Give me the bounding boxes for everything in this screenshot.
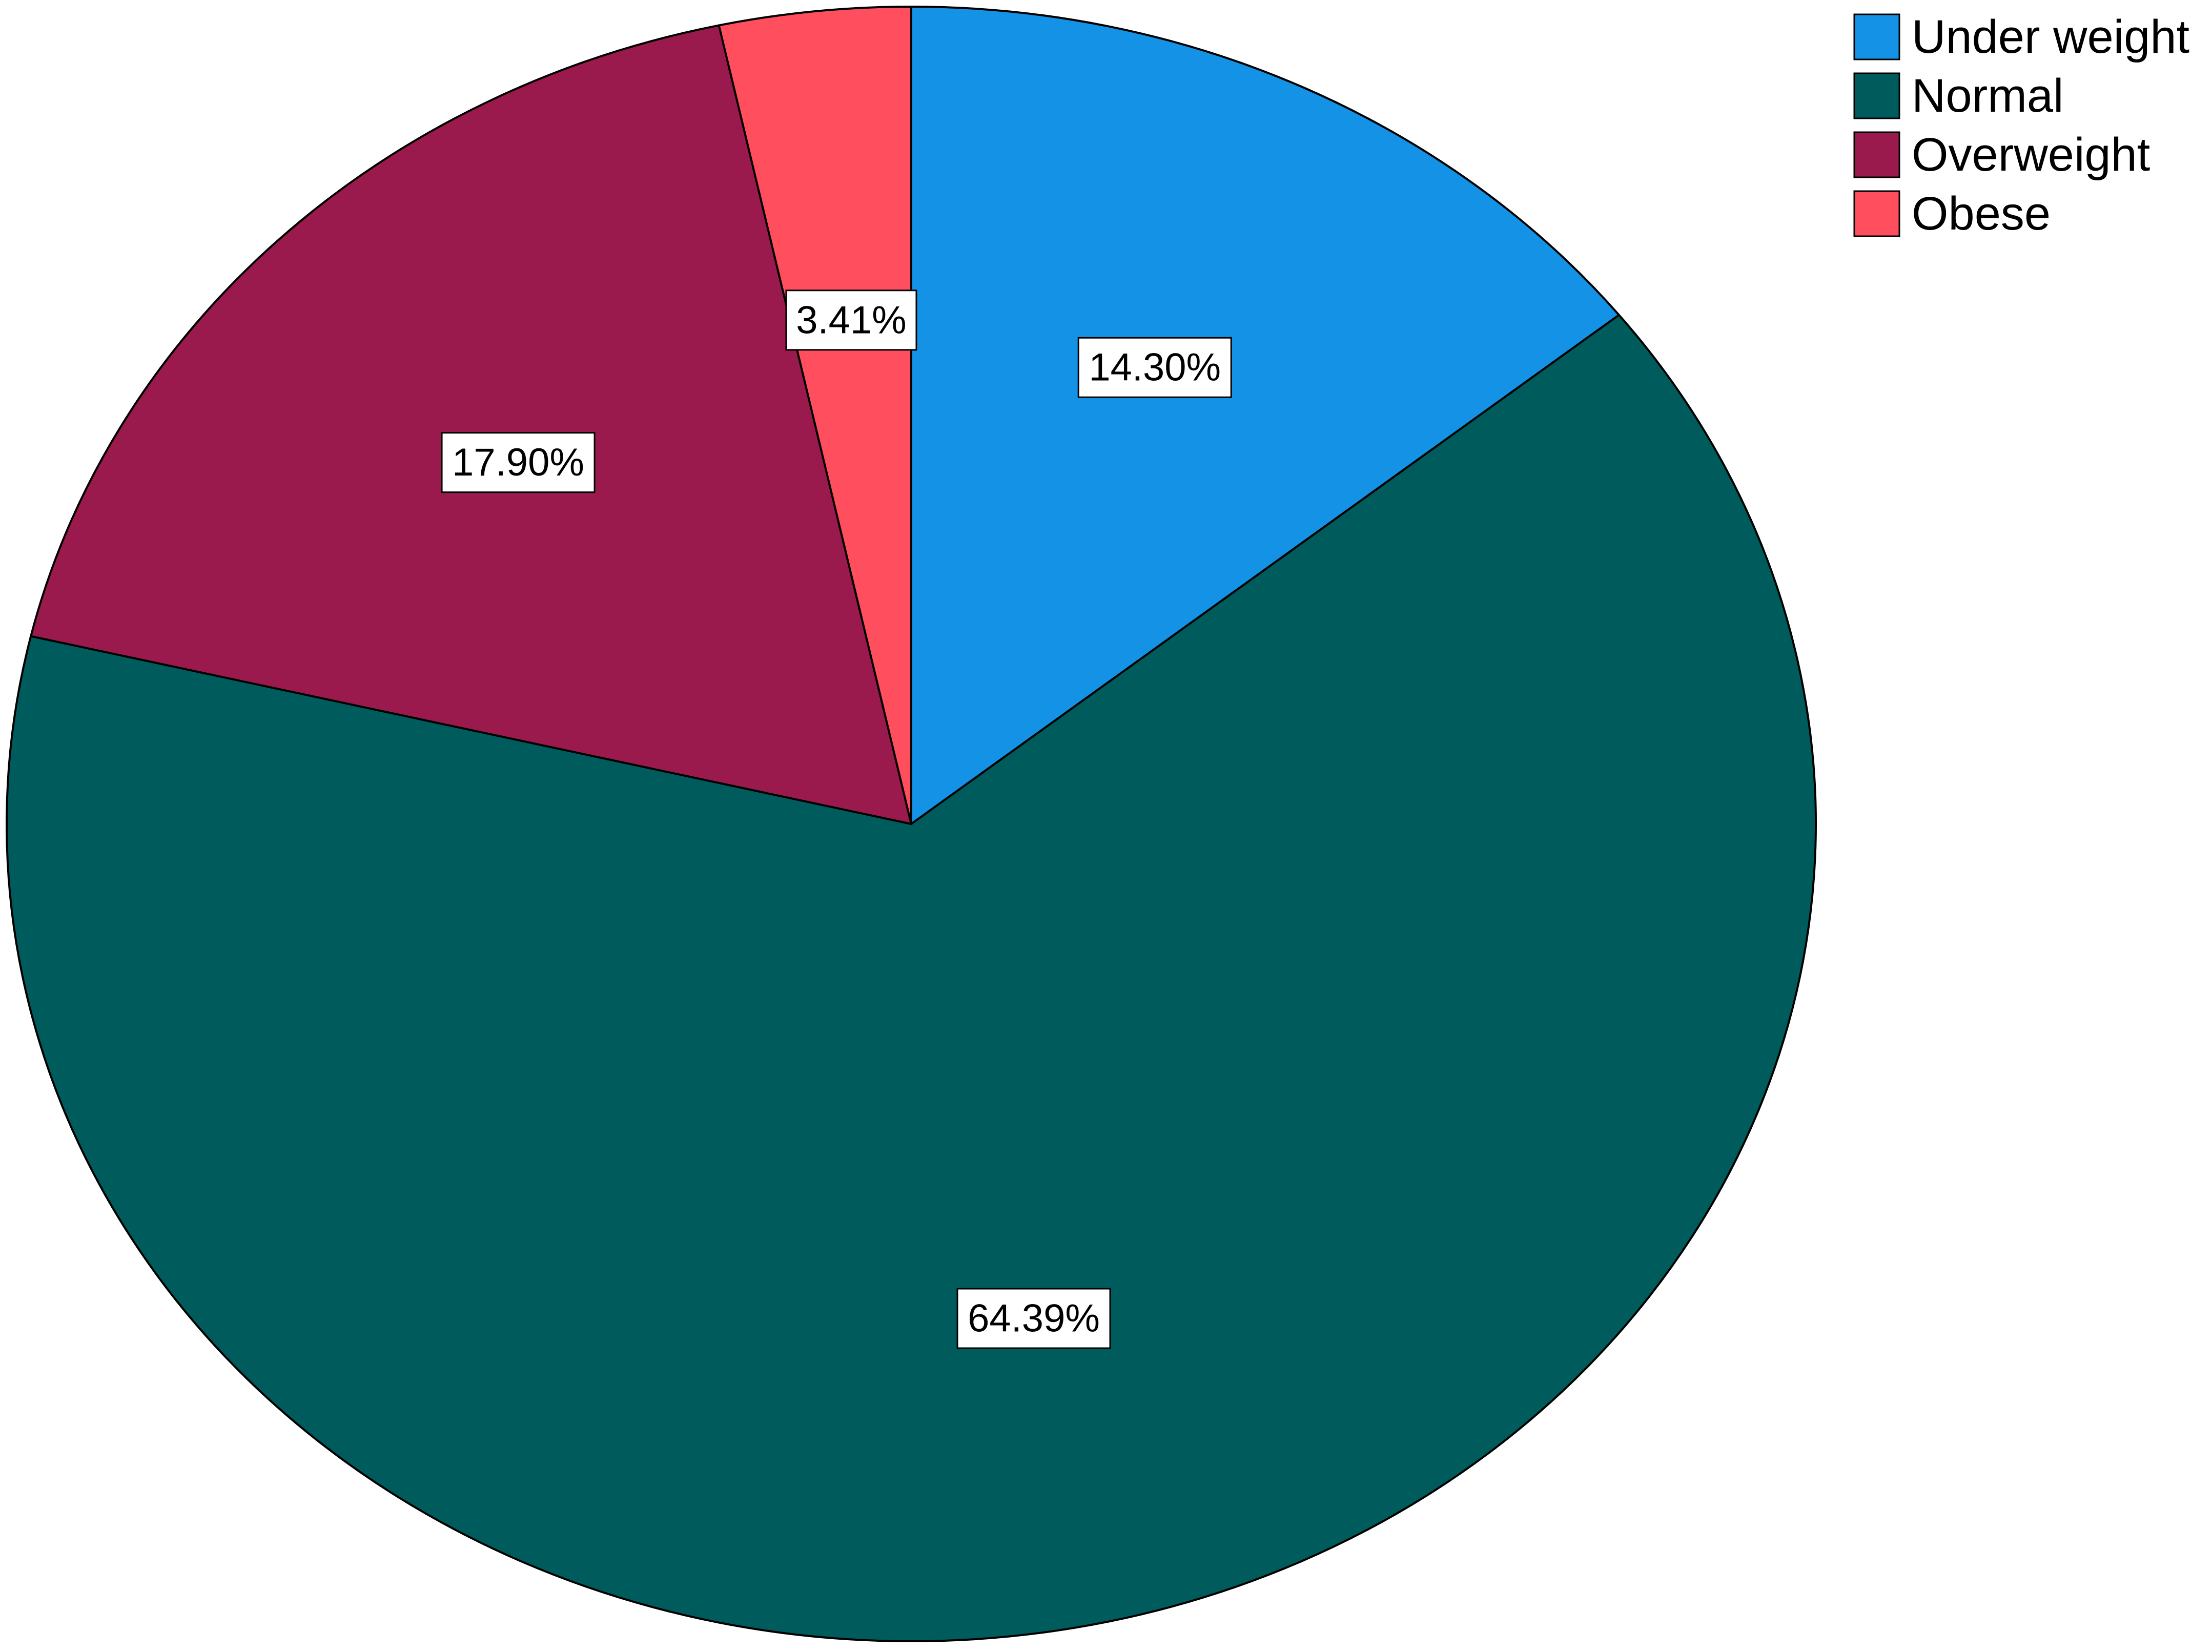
data-label-under-weight: 14.30% [1077, 337, 1232, 398]
data-label-box [441, 432, 596, 493]
legend-item-overweight: Overweight [1853, 129, 2150, 181]
data-label-box [956, 1288, 1111, 1349]
data-label-text: 3.41% [796, 298, 907, 342]
data-label-overweight: 17.90% [441, 432, 596, 493]
legend-item-obese: Obese [1853, 188, 2051, 240]
legend: Under weight Normal Overweight Obese [1853, 11, 2189, 240]
data-label-text: 14.30% [1089, 346, 1221, 389]
data-label-text: 17.90% [452, 441, 584, 484]
pie-slice-overweight [30, 24, 912, 825]
data-label-box [1077, 337, 1232, 398]
data-label-normal: 64.39% [956, 1288, 1111, 1349]
data-label-text: 64.39% [968, 1297, 1100, 1340]
data-label-box [785, 290, 917, 351]
data-label-obese: 3.41% [785, 290, 917, 351]
legend-label: Obese [1912, 188, 2051, 240]
legend-swatch [1853, 72, 1900, 119]
legend-item-normal: Normal [1853, 70, 2063, 122]
legend-item-under-weight: Under weight [1853, 11, 2189, 63]
pie-slice-under-weight [910, 6, 1620, 825]
pie-slices [6, 6, 1817, 1642]
legend-swatch [1853, 131, 1900, 178]
pie-slice-obese [718, 6, 912, 825]
pie-data-labels: 14.30% 64.39% 17.90% 3.41% [441, 290, 1232, 1349]
legend-label: Under weight [1912, 11, 2189, 63]
legend-swatch [1853, 190, 1900, 237]
legend-label: Normal [1912, 70, 2063, 122]
legend-label: Overweight [1912, 129, 2150, 181]
pie-slice-normal [6, 314, 1817, 1642]
legend-swatch [1853, 13, 1900, 60]
